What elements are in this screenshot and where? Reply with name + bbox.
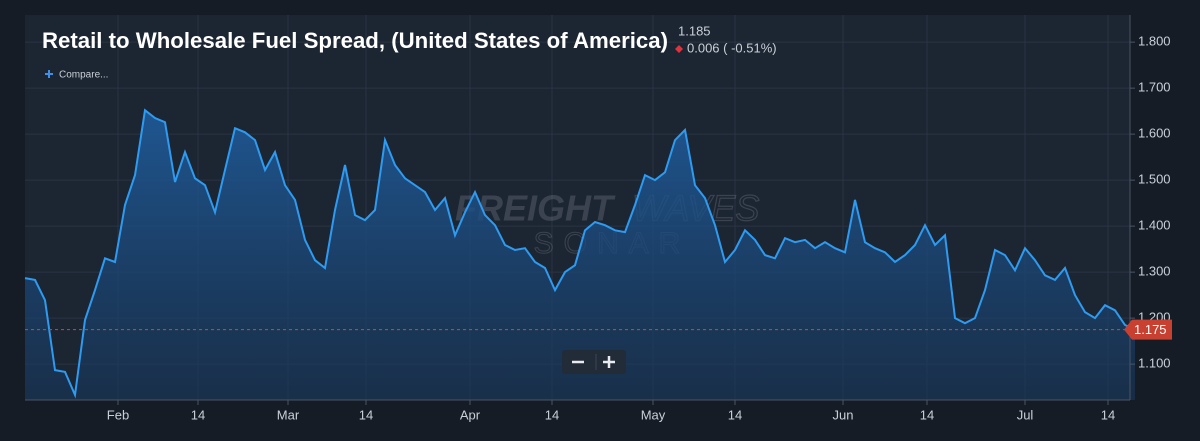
x-tick-label: 14 xyxy=(191,407,205,422)
area xyxy=(25,110,1135,400)
x-tick-label: 14 xyxy=(1101,407,1115,422)
y-tick-label: 1.700 xyxy=(1138,80,1171,95)
x-tick-label: Jun xyxy=(833,407,854,422)
last-value-label: 1.175 xyxy=(1134,322,1167,337)
compare-icon xyxy=(45,70,53,78)
header-change: 0.006 ( -0.51%) xyxy=(687,40,777,55)
x-tick-label: Feb xyxy=(107,407,129,422)
x-tick-label: 14 xyxy=(359,407,373,422)
header-last-value: 1.185 xyxy=(678,23,711,38)
zoom-controls xyxy=(562,350,626,374)
chart-title: Retail to Wholesale Fuel Spread, (United… xyxy=(42,28,668,53)
x-tick-label: Mar xyxy=(277,407,300,422)
y-tick-label: 1.800 xyxy=(1138,34,1171,49)
line xyxy=(24,108,1136,399)
x-tick-label: Jul xyxy=(1017,407,1034,422)
compare-label[interactable]: Compare... xyxy=(59,70,108,81)
x-tick-label: Apr xyxy=(460,407,481,422)
x-tick-label: 14 xyxy=(545,407,559,422)
y-tick-label: 1.600 xyxy=(1138,126,1171,141)
compare-button[interactable]: Compare... xyxy=(45,70,108,81)
zoom-in-button[interactable] xyxy=(603,356,615,368)
change-icon xyxy=(675,45,683,53)
last-value-tag xyxy=(1124,319,1172,340)
y-tick-label: 1.500 xyxy=(1138,172,1171,187)
y-tick-label: 1.100 xyxy=(1138,356,1171,371)
x-tick-label: 14 xyxy=(728,407,742,422)
y-tick-label: 1.300 xyxy=(1138,264,1171,279)
x-tick-label: 14 xyxy=(920,407,934,422)
x-tick-label: May xyxy=(641,407,666,422)
y-tick-label: 1.400 xyxy=(1138,218,1171,233)
zoom-panel xyxy=(562,350,626,374)
